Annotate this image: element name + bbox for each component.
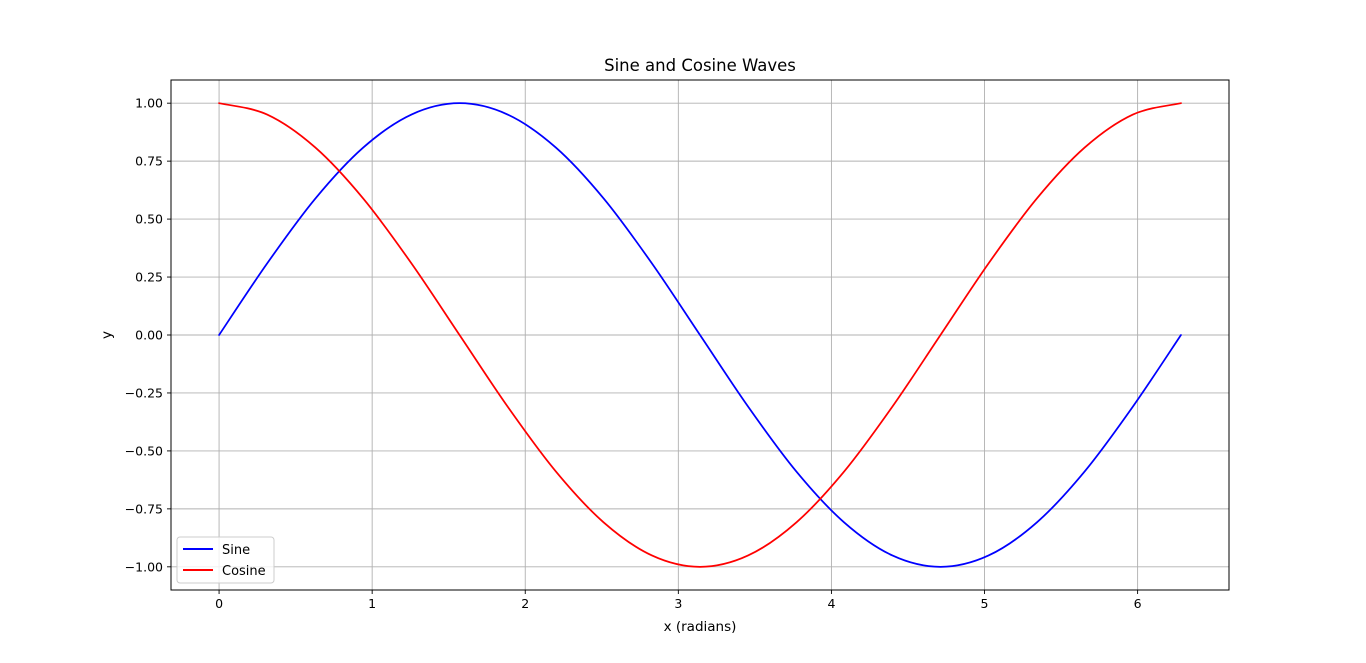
grid — [171, 80, 1229, 590]
y-tick-label: 1.00 — [135, 96, 163, 111]
axis-ticks: 0 1 2 3 4 5 6 1.00 0.75 0.50 0.25 0.00 −0.25 −0.50 −0.… — [125, 96, 1142, 611]
y-tick-label: 0.50 — [135, 212, 163, 227]
y-tick-label: −0.25 — [125, 385, 163, 400]
y-tick-label: −1.00 — [125, 559, 163, 574]
series-line-cosine — [218, 102, 1182, 568]
legend-label-cosine: Cosine — [222, 564, 266, 579]
x-tick-label: 5 — [981, 596, 989, 611]
x-tick-label: 2 — [521, 596, 529, 611]
legend: Sine Cosine — [176, 536, 275, 584]
y-axis-label: y — [99, 331, 115, 339]
y-tick-label: −0.50 — [125, 443, 163, 458]
x-tick-label: 3 — [674, 596, 682, 611]
y-tick-label: 0.75 — [135, 154, 163, 169]
x-axis-label: x (radians) — [664, 619, 737, 635]
y-tick-label: 0.00 — [135, 328, 163, 343]
y-tick-label: −0.75 — [125, 501, 163, 516]
x-tick-label: 1 — [368, 596, 376, 611]
y-tick-label: 0.25 — [135, 270, 163, 285]
series-line-sine — [218, 102, 1182, 568]
legend-label-sine: Sine — [222, 543, 250, 558]
plot-series — [218, 102, 1182, 568]
x-tick-label: 4 — [827, 596, 835, 611]
x-tick-label: 6 — [1134, 596, 1142, 611]
chart-title: Sine and Cosine Waves — [604, 56, 796, 75]
x-tick-label: 0 — [215, 596, 223, 611]
